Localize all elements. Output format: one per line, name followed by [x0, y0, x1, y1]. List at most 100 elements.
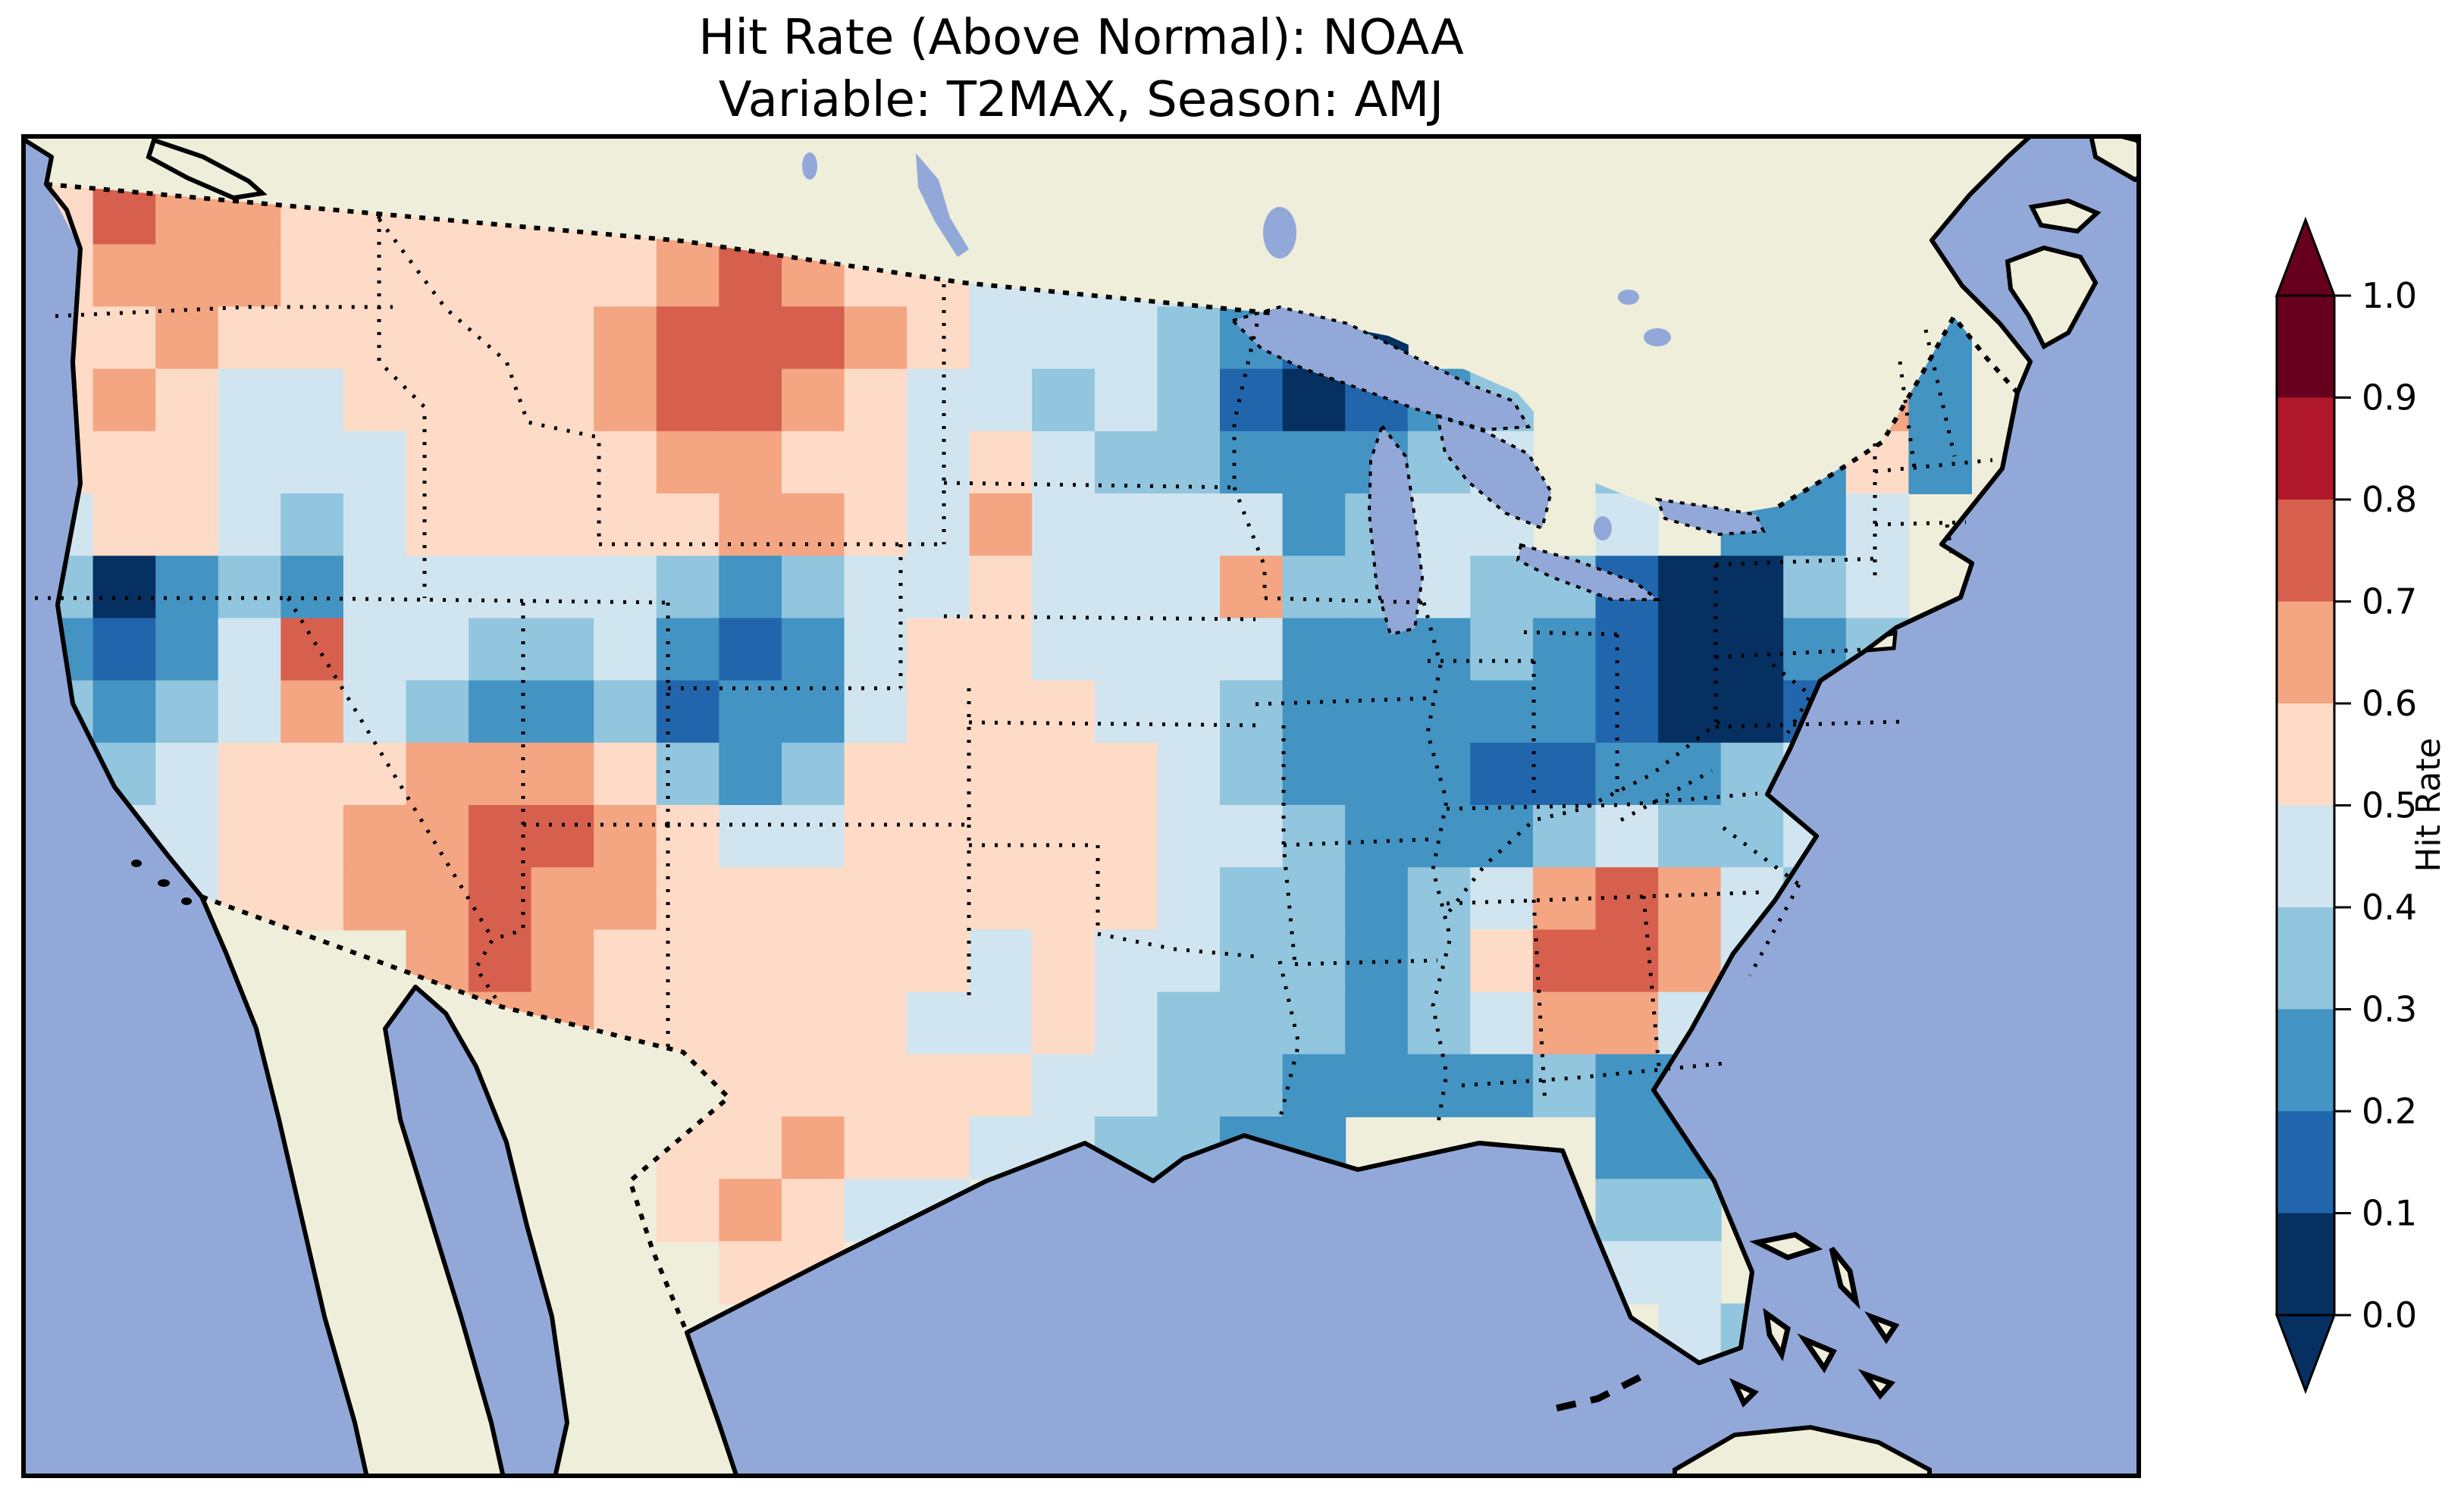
- colorbar-tick-label: 0.9: [2362, 377, 2417, 418]
- heatmap-cell: [969, 1054, 1033, 1117]
- lake-ontario: [1654, 497, 1766, 537]
- heatmap-cell: [656, 1179, 720, 1242]
- heatmap-cell: [406, 556, 470, 619]
- heatmap-cell: [656, 991, 720, 1055]
- heatmap-cell: [531, 805, 595, 869]
- heatmap-cell: [1595, 742, 1660, 806]
- heatmap-cell: [844, 618, 908, 681]
- heatmap-cell: [1094, 306, 1158, 370]
- heatmap-cell: [969, 680, 1033, 744]
- heatmap-cell: [907, 493, 970, 557]
- lake-michigan: [1367, 422, 1425, 637]
- heatmap-cell: [155, 742, 219, 806]
- heatmap-cell: [1470, 1054, 1534, 1117]
- heatmap-cell: [469, 742, 532, 806]
- colorbar-tick-label: 0.5: [2362, 785, 2417, 826]
- heatmap-cell: [1407, 742, 1472, 806]
- heatmap-cell: [1658, 556, 1722, 619]
- heatmap-cell: [1282, 805, 1346, 869]
- colorbar-band: [2277, 1213, 2334, 1316]
- heatmap-cell: [1532, 618, 1597, 681]
- heatmap-cell: [782, 1179, 845, 1242]
- heatmap-cell: [1720, 680, 1785, 744]
- heatmap-cell: [1032, 867, 1096, 931]
- heatmap-cell: [218, 431, 282, 494]
- colorbar-band: [2277, 500, 2334, 603]
- heatmap-cell: [343, 742, 407, 806]
- heatmap-cell: [907, 431, 970, 494]
- heatmap-cell: [1783, 493, 1847, 557]
- heatmap-cell: [719, 742, 782, 806]
- heatmap-cell: [907, 1117, 970, 1180]
- heatmap-cell: [92, 431, 157, 494]
- heatmap-cell: [155, 680, 219, 744]
- heatmap-cell: [1220, 867, 1284, 931]
- heatmap-cell: [92, 680, 157, 744]
- heatmap-cell: [469, 618, 532, 681]
- heatmap-cell: [531, 431, 595, 494]
- heatmap-cell: [907, 306, 970, 370]
- heatmap-cell: [907, 867, 970, 931]
- heatmap-cell: [1094, 493, 1158, 557]
- heatmap-cell: [1220, 1054, 1284, 1117]
- heatmap-cell: [782, 867, 845, 931]
- heatmap-cell: [343, 805, 407, 869]
- state-borders-layer: [35, 216, 1993, 1128]
- heatmap-cell: [1032, 991, 1096, 1055]
- map-axes: [21, 134, 2141, 1478]
- heatmap-cell: [782, 1054, 845, 1117]
- colorbar-band: [2277, 907, 2334, 1010]
- heatmap-cell: [1282, 431, 1346, 494]
- heatmap-cell: [218, 556, 282, 619]
- colorbar-band: [2277, 601, 2334, 704]
- heatmap-cell: [469, 368, 532, 432]
- heatmap-cell: [155, 493, 219, 557]
- heatmap-cell: [1157, 431, 1221, 494]
- heatmap-cell: [1908, 368, 1972, 432]
- cuba: [1672, 1424, 1932, 1478]
- figure-title-line1: Hit Rate (Above Normal): NOAA: [698, 10, 1464, 66]
- heatmap-cell: [1282, 493, 1346, 557]
- heatmap-cell: [1470, 929, 1534, 993]
- heatmap-cell: [844, 929, 908, 993]
- heatmap-cell: [782, 680, 845, 744]
- heatmap-cell: [406, 867, 470, 931]
- colorbar-band: [2277, 296, 2334, 399]
- heatmap-cell: [1720, 618, 1785, 681]
- channel-island: [181, 897, 192, 905]
- heatmap-cell: [594, 431, 657, 494]
- heatmap-cell: [782, 991, 845, 1055]
- heatmap-cell: [406, 493, 470, 557]
- heatmap-cell: [281, 368, 344, 432]
- heatmap-cell: [594, 556, 657, 619]
- figure-title: Hit Rate (Above Normal): NOAA Variable: …: [21, 8, 2141, 132]
- heatmap-cell: [969, 556, 1033, 619]
- heatmap-cell: [1345, 742, 1409, 806]
- heatmap-cell: [406, 431, 470, 494]
- lake-erie: [1516, 543, 1662, 601]
- heatmap-cell: [719, 805, 782, 869]
- heatmap-cell: [1407, 991, 1472, 1055]
- florida-keys: [1551, 1373, 1642, 1413]
- heatmap-cell: [1595, 1117, 1660, 1180]
- heatmap-cell: [1220, 929, 1284, 993]
- heatmap-cell: [907, 680, 970, 744]
- heatmap-cell: [92, 368, 157, 432]
- heatmap-cell: [844, 680, 908, 744]
- heatmap-cell: [1470, 680, 1534, 744]
- heatmap-cell: [844, 368, 908, 432]
- heatmap-cell: [594, 618, 657, 681]
- heatmap-cell: [719, 1117, 782, 1180]
- heatmap-cell: [1470, 556, 1534, 619]
- colorbar-over-arrow: [2274, 216, 2337, 297]
- heatmap-cell: [1094, 742, 1158, 806]
- heatmap-cell: [656, 556, 720, 619]
- heatmap-cell: [907, 991, 970, 1055]
- heatmap-cell: [531, 244, 595, 308]
- heatmap-cell: [531, 742, 595, 806]
- heatmap-cell: [1595, 1054, 1660, 1117]
- heatmap-cell: [782, 618, 845, 681]
- lake-huron: [1435, 414, 1553, 531]
- heatmap-cell: [1720, 556, 1785, 619]
- heatmap-cell: [719, 431, 782, 494]
